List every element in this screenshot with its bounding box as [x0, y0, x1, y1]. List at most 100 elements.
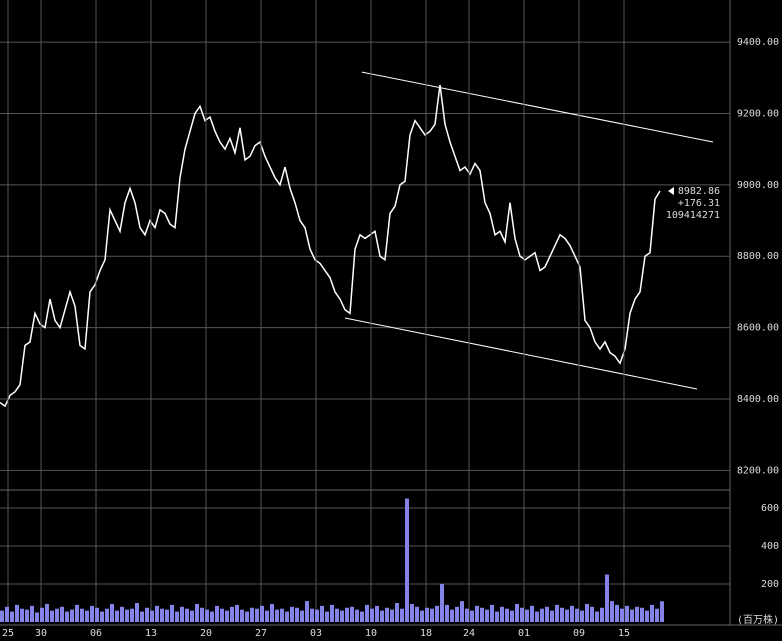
- volume-bar: [540, 608, 544, 622]
- volume-bar: [220, 608, 224, 622]
- volume-bar: [305, 601, 309, 622]
- volume-bar: [495, 611, 499, 622]
- annotation: 8982.86: [678, 186, 720, 197]
- volume-bar: [430, 608, 434, 622]
- volume-bar: [630, 609, 634, 622]
- volume-bar: [180, 606, 184, 622]
- volume-bar: [200, 607, 204, 622]
- volume-bar: [660, 601, 664, 622]
- volume-bar: [375, 605, 379, 622]
- volume-bar: [195, 603, 199, 622]
- volume-bar: [130, 608, 134, 622]
- volume-bar: [205, 609, 209, 622]
- volume-bar: [210, 611, 214, 622]
- x-tick-label: 24: [463, 628, 475, 639]
- volume-bar: [100, 611, 104, 622]
- volume-bar: [245, 611, 249, 622]
- x-tick-label: 13: [145, 628, 157, 639]
- volume-bar: [40, 607, 44, 622]
- volume-bar: [485, 609, 489, 622]
- volume-bar: [365, 604, 369, 622]
- volume-bar: [515, 603, 519, 622]
- volume-bar: [285, 611, 289, 622]
- volume-bar: [335, 608, 339, 622]
- volume-bar: [70, 609, 74, 622]
- volume-bar: [580, 610, 584, 622]
- x-tick-label: 09: [573, 628, 585, 639]
- volume-bar: [575, 608, 579, 622]
- volume-bar: [110, 603, 114, 622]
- volume-bar: [635, 606, 639, 622]
- volume-bar: [615, 604, 619, 622]
- price-line: [0, 84, 661, 408]
- volume-bar: [595, 611, 599, 622]
- volume-bar: [340, 610, 344, 622]
- volume-bar: [55, 608, 59, 622]
- volume-bar: [60, 606, 64, 622]
- volume-bar: [260, 605, 264, 622]
- last-marker: [668, 186, 674, 195]
- x-tick-label: 06: [90, 628, 102, 639]
- y-axis-label: (百万株): [737, 613, 779, 626]
- volume-bar: [85, 610, 89, 622]
- volume-bar: [15, 604, 19, 622]
- volume-bar: [185, 608, 189, 622]
- volume-bar: [240, 609, 244, 622]
- volume-bar: [545, 606, 549, 622]
- volume-bar: [120, 606, 124, 622]
- volume-bar: [90, 605, 94, 622]
- volume-bar: [165, 609, 169, 622]
- y-tick-label: 9200.00: [737, 108, 779, 119]
- volume-bar: [295, 607, 299, 622]
- x-tick-label: 27: [255, 628, 267, 639]
- volume-bar: [550, 610, 554, 622]
- volume-bar: [650, 604, 654, 622]
- volume-bar: [605, 574, 609, 622]
- volume-bar: [645, 610, 649, 622]
- volume-bar: [265, 610, 269, 622]
- x-tick-label: 03: [310, 628, 322, 639]
- volume-bar: [290, 606, 294, 622]
- volume-bar: [280, 608, 284, 622]
- volume-bar: [255, 608, 259, 622]
- volume-bar: [425, 607, 429, 622]
- volume-bar: [475, 605, 479, 622]
- volume-bar: [500, 606, 504, 622]
- volume-bar: [450, 609, 454, 622]
- volume-bar: [275, 609, 279, 622]
- volume-bar: [440, 584, 444, 622]
- volume-bar: [445, 604, 449, 622]
- volume-bar: [140, 611, 144, 622]
- volume-bar: [65, 611, 69, 622]
- volume-bar: [565, 609, 569, 622]
- volume-bar: [435, 605, 439, 622]
- volume-bar: [525, 609, 529, 622]
- x-tick-label: 20: [200, 628, 212, 639]
- volume-bar: [360, 611, 364, 622]
- y-tick-label: 8800.00: [737, 251, 779, 262]
- volume-bar: [420, 610, 424, 622]
- x-tick-label: 10: [365, 628, 377, 639]
- x-tick-label: 15: [618, 628, 630, 639]
- volume-bar: [170, 604, 174, 622]
- volume-bar: [125, 609, 129, 622]
- volume-bar: [95, 607, 99, 622]
- volume-bar: [560, 607, 564, 622]
- volume-bar: [225, 610, 229, 622]
- volume-bar: [20, 608, 24, 622]
- volume-bar: [230, 606, 234, 622]
- volume-bar: [25, 609, 29, 622]
- volume-bar: [300, 610, 304, 622]
- volume-bar: [470, 610, 474, 622]
- volume-bar: [395, 603, 399, 622]
- volume-bar: [480, 607, 484, 622]
- y-tick-label: 400: [761, 541, 779, 552]
- volume-bar: [570, 605, 574, 622]
- x-tick-label: 30: [35, 628, 47, 639]
- volume-bar: [510, 610, 514, 622]
- x-tick-label: 01: [518, 628, 530, 639]
- volume-bar: [135, 603, 139, 622]
- volume-bar: [355, 609, 359, 622]
- volume-bar: [400, 608, 404, 622]
